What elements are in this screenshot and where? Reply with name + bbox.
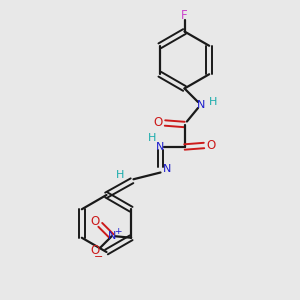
Text: F: F [181,9,188,22]
Text: +: + [114,227,122,236]
Text: H: H [116,170,124,180]
Text: O: O [206,139,215,152]
Text: O: O [90,244,100,257]
Text: O: O [90,215,100,228]
Text: N: N [197,100,205,110]
Text: H: H [209,97,217,107]
Text: N: N [163,164,171,175]
Text: N: N [107,231,116,241]
Text: H: H [148,133,156,143]
Text: −: − [94,252,104,262]
Text: O: O [154,116,163,130]
Text: N: N [156,142,165,152]
